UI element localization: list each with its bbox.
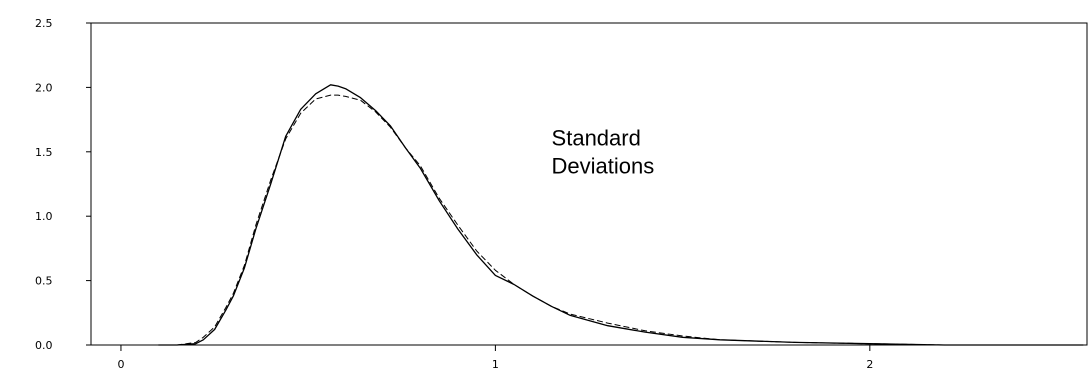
y-tick-label: 0.0 — [35, 339, 53, 352]
y-tick-label: 2.5 — [35, 17, 53, 30]
y-tick-label: 0.5 — [35, 275, 53, 288]
plot-frame — [90, 22, 1088, 346]
series-layer — [158, 84, 1084, 346]
y-tick-label: 1.5 — [35, 146, 53, 159]
y-tick-label: 2.0 — [35, 81, 53, 94]
x-tick-label: 1 — [492, 358, 499, 371]
y-axis: 0.0 0.5 1.0 1.5 2.0 2.5 — [35, 17, 91, 352]
solid-density-line — [158, 84, 1084, 346]
annotation-line: Deviations — [552, 153, 655, 178]
annotation-text: Standard Deviations — [552, 125, 655, 178]
annotation-line: Standard — [552, 125, 641, 150]
y-tick-label: 1.0 — [35, 210, 53, 223]
x-axis: 0 1 2 — [117, 345, 873, 371]
x-tick-label: 0 — [117, 358, 124, 371]
x-tick-label: 2 — [866, 358, 873, 371]
